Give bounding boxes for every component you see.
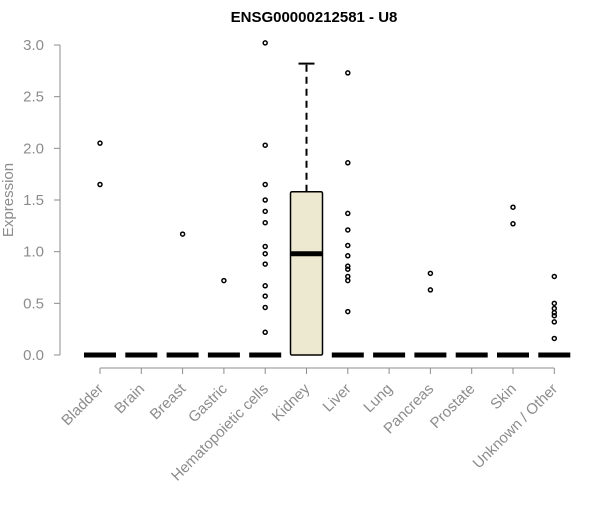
outlier-point xyxy=(262,208,268,215)
box-group xyxy=(249,40,282,358)
x-tick-label: Prostate xyxy=(427,380,479,432)
chart-title: ENSG00000212581 - U8 xyxy=(231,9,398,26)
outlier-point xyxy=(551,273,558,280)
outlier-point xyxy=(551,300,558,307)
x-tick-label: Kidney xyxy=(269,380,314,425)
outlier-point xyxy=(262,293,268,299)
box-group xyxy=(166,231,199,358)
box-group xyxy=(331,70,364,358)
outlier-point xyxy=(262,283,268,289)
box-group xyxy=(414,270,447,358)
box-group xyxy=(538,273,571,358)
x-tick-label: Brain xyxy=(111,380,148,417)
outlier-point xyxy=(345,253,351,259)
outlier-point xyxy=(510,204,516,210)
box-group xyxy=(84,140,116,358)
y-axis: 0.0 0.5 1.0 1.5 2.0 2.5 3.0 xyxy=(23,37,61,364)
outlier-point xyxy=(345,160,351,166)
y-tick-label: 2.5 xyxy=(23,89,44,106)
outlier-point xyxy=(97,181,103,188)
outlier-point xyxy=(262,197,268,203)
box-group xyxy=(289,62,324,356)
outlier-point xyxy=(262,243,268,250)
y-axis-label: Expression xyxy=(0,163,17,237)
outlier-point xyxy=(345,210,351,217)
x-tick-label: Skin xyxy=(487,380,520,413)
outlier-point xyxy=(221,277,227,284)
y-tick-label: 1.0 xyxy=(23,244,44,261)
outlier-point xyxy=(345,277,351,284)
outlier-point xyxy=(262,181,268,188)
outlier-point xyxy=(510,221,516,227)
y-tick-label: 0.0 xyxy=(23,347,44,364)
outlier-point xyxy=(345,308,351,315)
outlier-point xyxy=(551,319,558,325)
outlier-point xyxy=(551,335,558,342)
x-tick-label: Lung xyxy=(360,380,396,416)
box-series xyxy=(84,40,571,358)
x-tick-label: Liver xyxy=(320,380,355,415)
y-tick-label: 0.5 xyxy=(23,295,44,312)
y-tick-label: 2.0 xyxy=(23,140,44,157)
outlier-point xyxy=(345,263,351,269)
outlier-point xyxy=(179,231,186,237)
y-tick-label: 1.5 xyxy=(23,192,44,209)
x-tick-label: Breast xyxy=(147,380,190,423)
outlier-point xyxy=(427,270,434,277)
box-group xyxy=(497,204,529,358)
outlier-point xyxy=(345,266,351,272)
outlier-point xyxy=(551,312,558,319)
outlier-point xyxy=(262,250,268,257)
outlier-point xyxy=(97,140,103,146)
outlier-point xyxy=(262,219,268,226)
outlier-point xyxy=(262,142,268,148)
outlier-point xyxy=(427,287,434,293)
y-tick-label: 3.0 xyxy=(23,37,44,54)
x-tick-label: Bladder xyxy=(58,380,107,429)
outlier-point xyxy=(345,242,351,249)
outlier-point xyxy=(262,261,268,267)
outlier-point xyxy=(262,329,268,336)
outlier-point xyxy=(262,304,268,311)
outlier-point xyxy=(262,40,268,46)
box-body xyxy=(289,190,324,356)
box-group xyxy=(207,277,240,358)
outlier-point xyxy=(345,227,351,233)
outlier-point xyxy=(551,309,558,316)
outlier-point xyxy=(345,70,351,76)
